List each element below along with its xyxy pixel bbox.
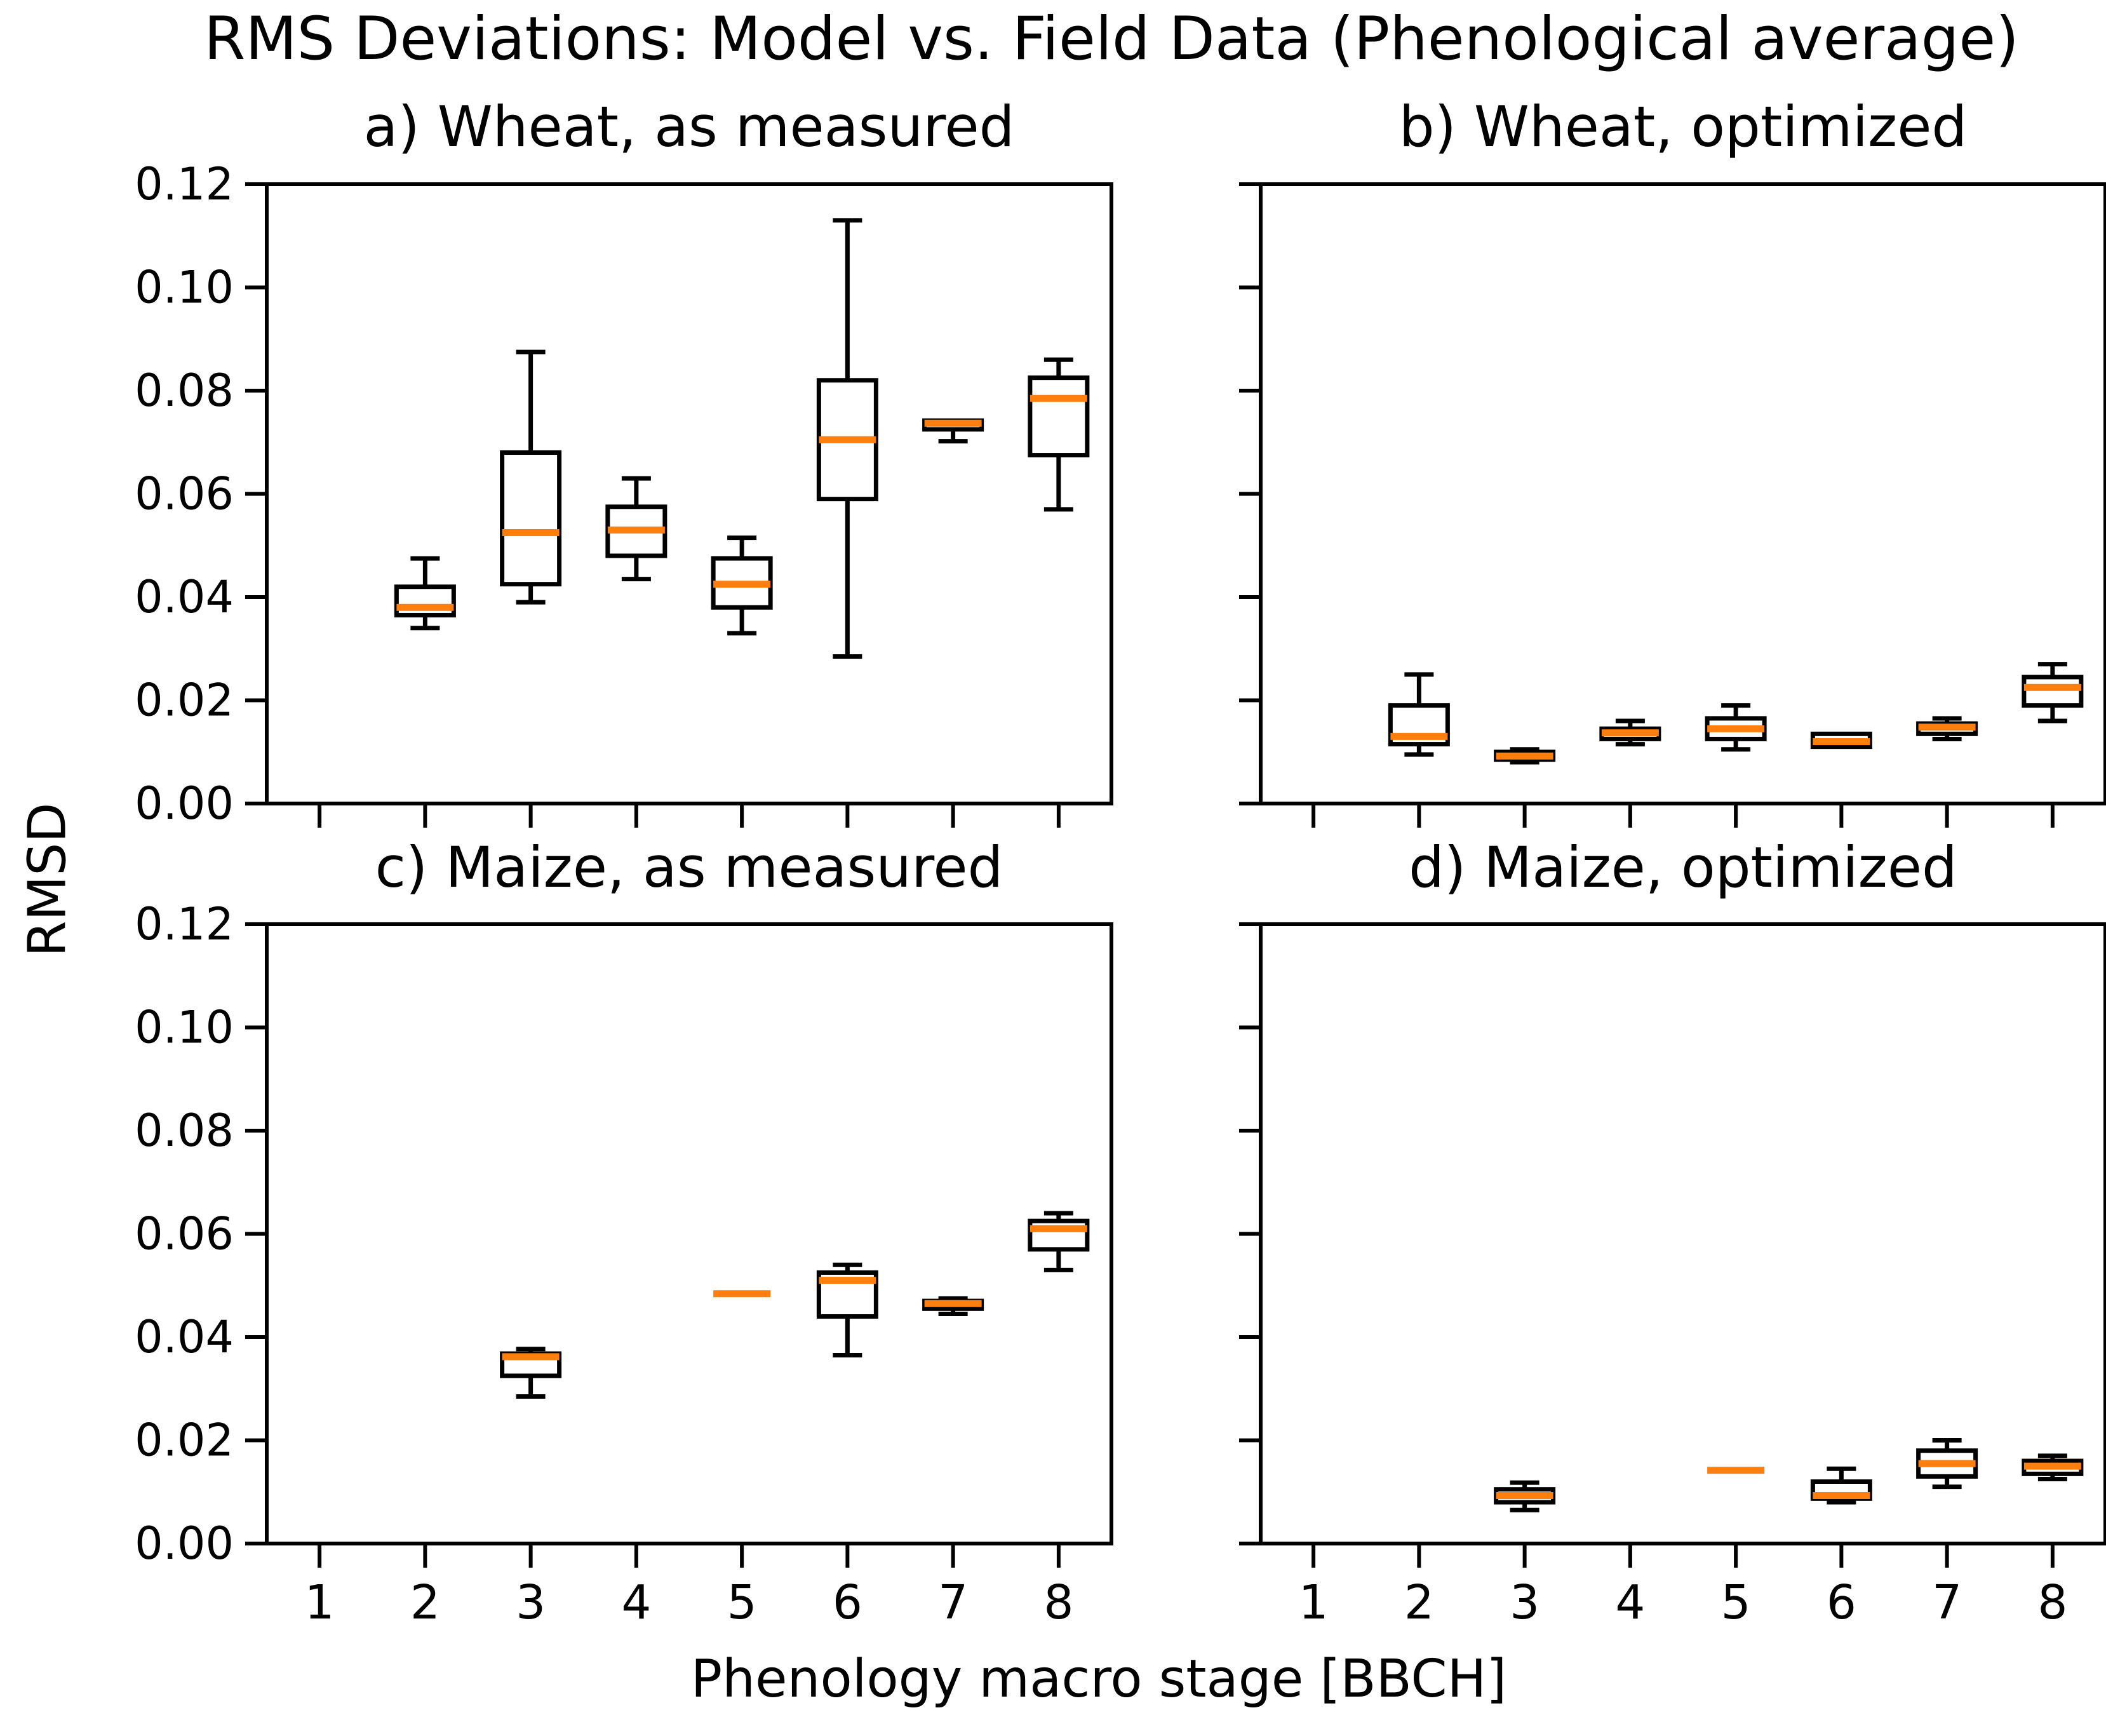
box-stage-7 xyxy=(1916,716,1978,741)
x-axis-ticks xyxy=(1311,804,2055,828)
svg-text:2: 2 xyxy=(1404,1575,1434,1630)
panel-a-title: a) Wheat, as measured xyxy=(363,94,1015,159)
panel-b-plot xyxy=(1239,182,2106,828)
svg-text:0.04: 0.04 xyxy=(135,1311,234,1363)
panel-c-plot: 0.00 0.02 0.04 0.06 0.08 0.10 0.12 1 2 3 4 5 6 7 8 xyxy=(135,898,1113,1630)
svg-text:3: 3 xyxy=(516,1575,546,1630)
panel-d-title: d) Maize, optimized xyxy=(1409,835,1957,900)
box-stage-8 xyxy=(2022,662,2084,723)
box-stage-6 xyxy=(1810,731,1872,750)
plot-spines xyxy=(265,182,1113,805)
svg-text:4: 4 xyxy=(621,1575,651,1630)
box-stage-3 xyxy=(500,1347,562,1399)
svg-text:0.12: 0.12 xyxy=(135,158,234,210)
plot-spines xyxy=(1259,922,2106,1545)
svg-text:6: 6 xyxy=(833,1575,862,1630)
box-stage-5 xyxy=(711,535,773,636)
svg-text:7: 7 xyxy=(1932,1575,1962,1630)
box-stage-2 xyxy=(1388,672,1450,757)
box-stage-6 xyxy=(816,218,878,659)
y-axis-label: RMSD xyxy=(17,802,78,957)
panel-d-plot: 1 2 3 4 5 6 7 8 xyxy=(1239,922,2106,1630)
box-stage-5 xyxy=(1705,703,1767,752)
svg-text:0.04: 0.04 xyxy=(135,571,234,623)
svg-text:0.10: 0.10 xyxy=(135,262,234,314)
box-stage-8 xyxy=(2022,1453,2084,1481)
y-axis-ticks: 0.00 0.02 0.04 0.06 0.08 0.10 0.12 xyxy=(135,158,267,830)
svg-text:8: 8 xyxy=(2037,1575,2067,1630)
svg-text:6: 6 xyxy=(1827,1575,1856,1630)
x-axis-ticks: 1 2 3 4 5 6 7 8 xyxy=(305,1544,1073,1630)
svg-text:0.06: 0.06 xyxy=(135,468,234,520)
svg-text:0.10: 0.10 xyxy=(135,1002,234,1054)
box-stage-7 xyxy=(922,1296,984,1316)
plot-spines xyxy=(1259,182,2106,805)
box-stage-3 xyxy=(1494,747,1556,765)
box-stage-7 xyxy=(1916,1438,1978,1490)
figure-title: RMS Deviations: Model vs. Field Data (Ph… xyxy=(204,4,2019,74)
svg-text:0.08: 0.08 xyxy=(135,365,234,417)
box-stage-4 xyxy=(605,476,667,582)
box-stage-4 xyxy=(1599,718,1661,747)
y-axis-ticks xyxy=(1239,182,1261,805)
svg-text:0.08: 0.08 xyxy=(135,1105,234,1157)
svg-text:0.06: 0.06 xyxy=(135,1208,234,1260)
panel-a-plot: 0.00 0.02 0.04 0.06 0.08 0.10 0.12 xyxy=(135,158,1113,830)
box-stage-2 xyxy=(394,556,456,631)
svg-text:5: 5 xyxy=(1721,1575,1751,1630)
y-axis-ticks: 0.00 0.02 0.04 0.06 0.08 0.10 0.12 xyxy=(135,898,267,1570)
panel-c-title: c) Maize, as measured xyxy=(375,835,1003,900)
svg-text:7: 7 xyxy=(938,1575,968,1630)
svg-text:0.02: 0.02 xyxy=(135,675,234,727)
box-stage-3 xyxy=(1494,1480,1556,1512)
svg-text:2: 2 xyxy=(410,1575,440,1630)
svg-text:1: 1 xyxy=(1299,1575,1329,1630)
svg-text:3: 3 xyxy=(1510,1575,1539,1630)
y-axis-ticks xyxy=(1239,922,1261,1545)
x-axis-ticks xyxy=(318,804,1061,828)
svg-text:1: 1 xyxy=(305,1575,335,1630)
plot-spines xyxy=(265,922,1113,1545)
box-stage-8 xyxy=(1028,357,1090,512)
svg-text:8: 8 xyxy=(1043,1575,1073,1630)
svg-text:0.00: 0.00 xyxy=(135,1517,234,1570)
panel-b-title: b) Wheat, optimized xyxy=(1398,94,1968,159)
x-axis-label: Phenology macro stage [BBCH] xyxy=(690,1649,1507,1709)
svg-text:5: 5 xyxy=(727,1575,757,1630)
box-stage-7 xyxy=(922,418,984,444)
box-stage-6 xyxy=(816,1262,878,1357)
svg-text:0.12: 0.12 xyxy=(135,898,234,950)
svg-text:0.02: 0.02 xyxy=(135,1415,234,1467)
x-axis-ticks: 1 2 3 4 5 6 7 8 xyxy=(1299,1544,2067,1630)
box-stage-6 xyxy=(1810,1466,1872,1505)
box-stage-3 xyxy=(500,349,562,605)
svg-text:4: 4 xyxy=(1615,1575,1645,1630)
box-stage-8 xyxy=(1028,1211,1090,1272)
svg-text:0.00: 0.00 xyxy=(135,777,234,830)
